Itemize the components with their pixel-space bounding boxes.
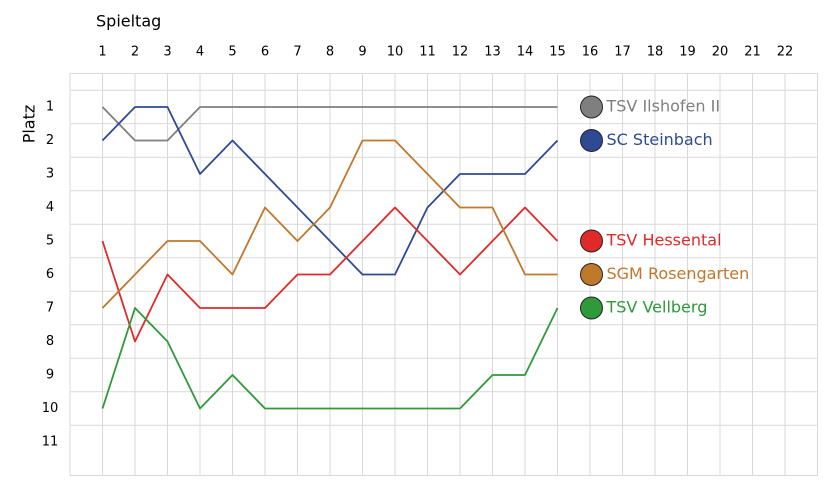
x-axis-title: Spieltag xyxy=(96,12,161,31)
team-logo xyxy=(580,296,603,320)
x-tick-label: 4 xyxy=(196,45,204,60)
legend-label: TSV Ilshofen II xyxy=(606,97,721,116)
team-logo xyxy=(580,229,603,253)
legend-label: TSV Hessental xyxy=(606,231,722,250)
x-tick-label: 8 xyxy=(326,45,334,60)
x-tick-label: 11 xyxy=(419,45,436,60)
y-tick-label: 4 xyxy=(46,200,54,215)
x-tick-label: 6 xyxy=(261,45,269,60)
y-tick-label: 6 xyxy=(46,267,54,282)
x-tick-label: 2 xyxy=(131,45,139,60)
legend-label: SGM Rosengarten xyxy=(607,264,750,283)
x-tick-label: 1 xyxy=(98,45,106,60)
series-line xyxy=(101,307,559,410)
y-axis-title: Platz xyxy=(20,105,39,144)
y-tick-label: 11 xyxy=(42,435,59,450)
plot-frame xyxy=(69,73,818,476)
y-tick-label: 10 xyxy=(42,401,59,416)
x-tick-label: 22 xyxy=(777,45,794,60)
x-tick-label: 3 xyxy=(163,45,171,60)
y-tick-label: 9 xyxy=(46,368,54,383)
x-tick-label: 17 xyxy=(614,45,631,60)
y-tick-label: 7 xyxy=(46,301,54,316)
team-logo xyxy=(580,95,603,119)
x-tick-label: 15 xyxy=(549,45,566,60)
x-tick-label: 16 xyxy=(582,45,599,60)
series-line xyxy=(101,139,558,309)
x-tick-label: 19 xyxy=(679,45,696,60)
series-line xyxy=(101,106,559,276)
team-logo xyxy=(580,129,603,152)
x-tick-label: 12 xyxy=(452,45,469,60)
series-line xyxy=(101,206,559,343)
y-tick-label: 5 xyxy=(46,234,54,249)
x-tick-label: 13 xyxy=(484,45,501,60)
team-logo xyxy=(580,263,603,286)
y-tick-label: 2 xyxy=(46,133,54,148)
x-tick-label: 21 xyxy=(744,45,761,60)
y-tick-label: 3 xyxy=(46,167,54,182)
x-tick-label: 10 xyxy=(387,45,404,60)
legend-label: TSV Vellberg xyxy=(606,298,708,317)
x-tick-label: 14 xyxy=(517,45,534,60)
x-tick-label: 5 xyxy=(228,45,236,60)
x-tick-label: 9 xyxy=(358,45,366,60)
y-tick-label: 1 xyxy=(46,100,54,115)
x-tick-label: 7 xyxy=(293,45,301,60)
x-tick-label: 20 xyxy=(712,45,729,60)
y-tick-label: 8 xyxy=(46,334,54,349)
x-tick-label: 18 xyxy=(647,45,664,60)
legend-label: SC Steinbach xyxy=(607,130,713,149)
